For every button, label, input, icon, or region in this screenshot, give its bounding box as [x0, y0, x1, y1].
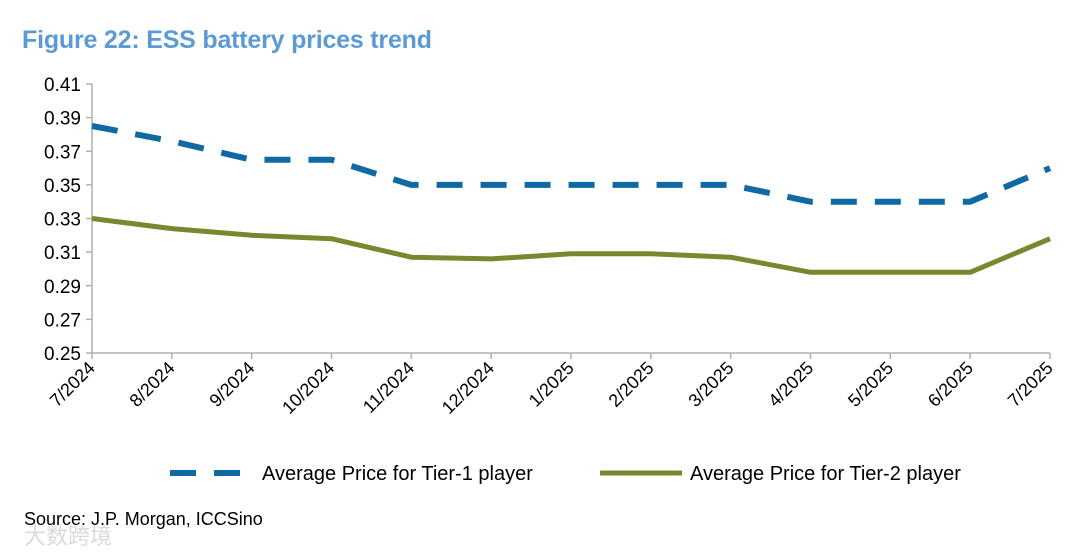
figure-title: Figure 22: ESS battery prices trend [22, 26, 432, 54]
x-tick-label: 6/2025 [924, 358, 977, 411]
x-tick-label: 7/2025 [1004, 358, 1057, 411]
series-lines [91, 123, 1052, 275]
y-tick-label: 0.39 [44, 109, 81, 130]
legend-tier1-label: Average Price for Tier-1 player [262, 463, 533, 485]
x-tick-label: 8/2024 [126, 358, 179, 411]
x-tick-label: 4/2025 [764, 358, 817, 411]
x-tick-label: 7/2024 [46, 358, 99, 411]
y-tick-label: 0.29 [44, 277, 81, 298]
series-tier1-line [91, 123, 1052, 205]
y-tick-label: 0.35 [44, 176, 81, 197]
y-tick-label: 0.37 [44, 142, 81, 163]
watermark: 大数跨境 [24, 524, 113, 549]
x-tick-label: 9/2024 [205, 358, 258, 411]
x-axis: 7/2024 8/2024 9/2024 10/2024 11/2024 12/2024 1… [46, 352, 1057, 418]
x-tick-label: 12/2024 [438, 358, 498, 418]
x-tick-label: 1/2025 [525, 358, 578, 411]
line-chart: 0.41 0.39 0.37 0.35 0.33 0.31 0.29 0.27 0.25 7/2… [44, 75, 1057, 485]
x-tick-label: 11/2024 [359, 358, 418, 417]
y-tick-label: 0.33 [44, 210, 81, 231]
source-note: Source: J.P. Morgan, ICCSino [24, 509, 263, 529]
y-tick-label: 0.27 [44, 310, 81, 331]
x-tick-label: 10/2024 [278, 358, 338, 418]
legend-tier2-label: Average Price for Tier-2 player [690, 463, 961, 485]
x-tick-label: 5/2025 [844, 358, 897, 411]
x-tick-label: 2/2025 [605, 358, 658, 411]
y-tick-label: 0.31 [44, 243, 81, 264]
y-tick-label: 0.41 [44, 75, 81, 96]
y-tick-label: 0.25 [44, 344, 81, 365]
legend: Average Price for Tier-1 player Average P… [170, 463, 961, 485]
series-tier2-line [91, 216, 1051, 275]
y-axis: 0.41 0.39 0.37 0.35 0.33 0.31 0.29 0.27 0.25 [44, 75, 93, 365]
x-tick-label: 3/2025 [684, 358, 737, 411]
